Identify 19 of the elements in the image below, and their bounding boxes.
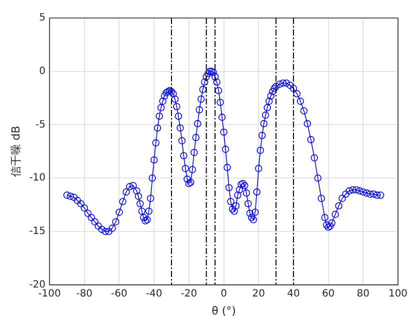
x-tick-label: -60 [111,288,128,300]
y-tick-label: -5 [36,119,46,130]
x-axis-title: θ (°) [212,304,236,318]
y-tick-label: -10 [29,172,46,184]
y-tick-label: 5 [39,12,46,24]
x-tick-label: -40 [146,288,162,300]
x-tick-label: -100 [38,288,61,300]
x-tick-label: 100 [388,288,408,300]
x-tick-label: -80 [76,288,93,300]
x-tick-label: 60 [322,288,335,300]
x-tick-label: -20 [180,288,198,300]
y-tick-label: 0 [39,66,46,77]
x-tick-label: 0 [220,288,227,300]
y-tick-label: -15 [29,226,46,238]
x-tick-label: 20 [252,288,265,300]
y-tick-label: -20 [29,279,46,290]
y-axis-title: 信干噪 dB [9,126,22,177]
x-tick-label: 40 [287,288,300,300]
x-tick-label: 80 [356,288,370,300]
